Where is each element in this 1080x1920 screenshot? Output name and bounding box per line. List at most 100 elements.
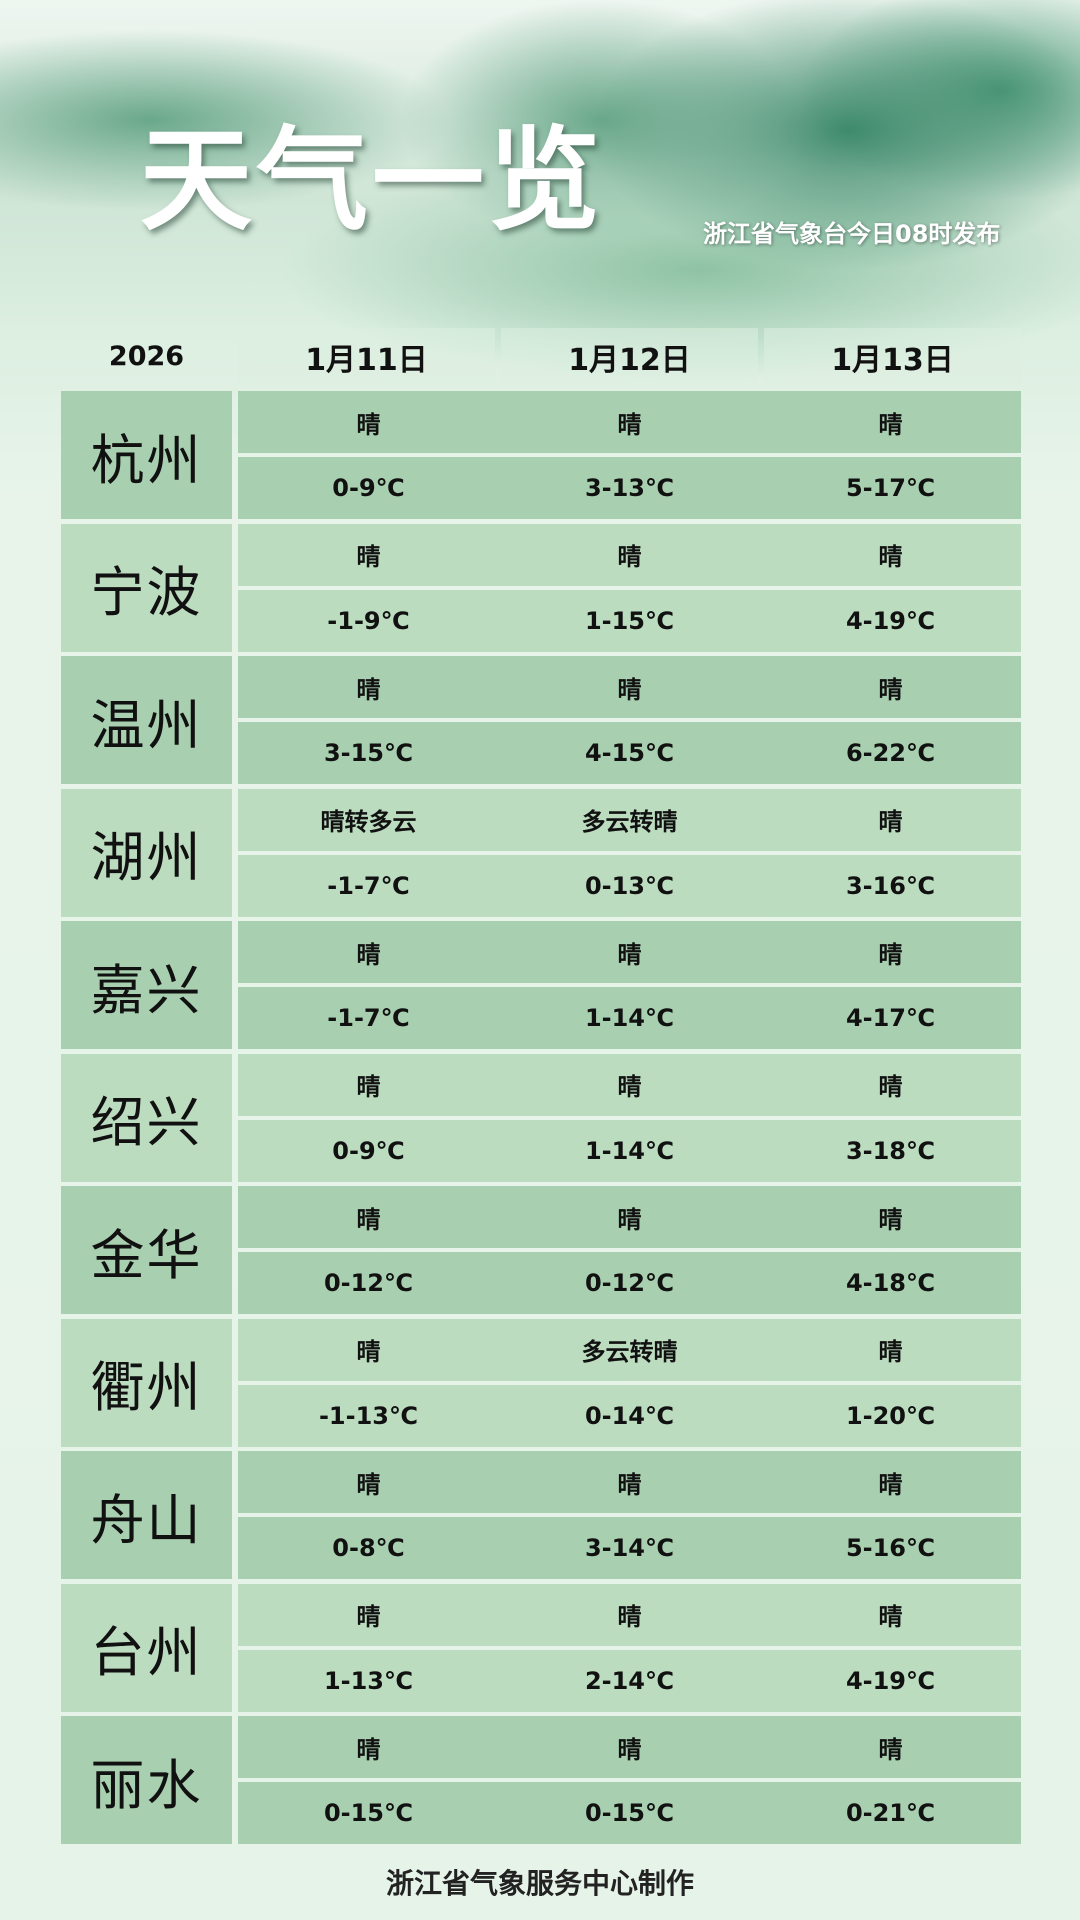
- date-header-3: 1月13日: [764, 328, 1021, 385]
- city-name: 宁波: [61, 523, 232, 652]
- city-name: 温州: [61, 656, 232, 784]
- temperature-cell: 4-15℃: [584, 739, 675, 767]
- temperature-cell: -1-13℃: [318, 1401, 419, 1430]
- temperature-cell: 0-15℃: [584, 1799, 675, 1827]
- weather-cell: 晴: [878, 808, 903, 836]
- weather-cell: 晴: [617, 675, 642, 704]
- weather-subrow: 晴晴晴: [238, 1053, 1021, 1116]
- temperature-cell: 0-9℃: [332, 1136, 405, 1165]
- temperature-cell: 1-14℃: [584, 1136, 675, 1165]
- weather-subrow: 晴晴晴: [238, 391, 1021, 453]
- city-row: 嘉兴 晴 晴 晴 -1-7℃ 1-14℃ 4-17℃: [61, 921, 1021, 1049]
- city-name: 台州: [61, 1583, 232, 1712]
- temperature-cell: 1-15℃: [584, 606, 675, 635]
- temperature-cell: 0-12℃: [584, 1269, 675, 1297]
- footer-credit: 浙江省气象服务中心制作: [385, 1867, 694, 1900]
- weather-cell: 晴: [878, 1338, 903, 1366]
- weather-subrow: 晴晴晴: [238, 921, 1021, 983]
- city-name: 杭州: [61, 391, 232, 519]
- weather-cell: 晴: [878, 1470, 903, 1499]
- weather-cell: 晴: [356, 543, 381, 571]
- weather-cell: 晴: [878, 410, 903, 439]
- temperature-cell: 5-16℃: [845, 1534, 936, 1562]
- weather-cell: 晴: [878, 1073, 903, 1101]
- date-header-1: 1月11日: [238, 328, 495, 385]
- city-name: 嘉兴: [61, 921, 232, 1049]
- weather-subrow: 晴 多云转晴 晴: [238, 1318, 1021, 1381]
- weather-cell: 晴: [617, 1073, 642, 1101]
- city-row: 舟山 晴 晴 晴 0-8℃ 3-14℃ 5-16℃: [61, 1451, 1021, 1579]
- weather-cell: 晴: [617, 1205, 642, 1234]
- city-name: 金华: [61, 1186, 232, 1314]
- temperature-subrow: 0-9℃ 1-14℃ 3-18℃: [238, 1119, 1021, 1182]
- weather-cell: 晴: [878, 1205, 903, 1234]
- city-name: 衢州: [61, 1318, 232, 1447]
- temperature-cell: 0-9℃: [332, 474, 405, 502]
- temperature-subrow: 0-15℃ 0-15℃ 0-21℃: [238, 1782, 1021, 1844]
- city-row: 宁波 晴 晴 晴 -1-9℃ 1-15℃ 4-19℃: [61, 523, 1021, 652]
- temperature-cell: 3-14℃: [584, 1534, 675, 1562]
- temperature-cell: 4-18℃: [845, 1269, 936, 1297]
- temperature-cell: 2-14℃: [584, 1666, 675, 1695]
- city-row: 温州 晴 晴 晴 3-15℃ 4-15℃ 6-22℃: [61, 656, 1021, 784]
- temperature-cell: 0-15℃: [323, 1799, 414, 1827]
- temperature-cell: 4-17℃: [845, 1004, 936, 1032]
- weather-cell: 晴转多云: [320, 808, 417, 836]
- weather-cell: 晴: [356, 1603, 381, 1631]
- temperature-subrow: -1-7℃ 1-14℃ 4-17℃: [238, 987, 1021, 1049]
- date-header-2: 1月12日: [501, 328, 758, 385]
- temperature-cell: 0-14℃: [584, 1401, 675, 1430]
- weather-cell: 晴: [617, 543, 642, 571]
- weather-cell: 晴: [356, 1338, 381, 1366]
- temperature-subrow: -1-13℃ 0-14℃ 1-20℃: [238, 1384, 1021, 1447]
- city-name: 绍兴: [61, 1053, 232, 1182]
- weather-subrow: 晴晴晴: [238, 1716, 1021, 1778]
- temperature-cell: 3-16℃: [845, 871, 936, 900]
- temperature-subrow: 1-13℃ 2-14℃ 4-19℃: [238, 1649, 1021, 1712]
- weather-cell: 晴: [617, 410, 642, 439]
- weather-cell: 晴: [356, 675, 381, 704]
- weather-cell: 晴: [356, 940, 381, 969]
- weather-cell: 晴: [356, 1735, 381, 1764]
- city-row: 金华 晴 晴 晴 0-12℃ 0-12℃ 4-18℃: [61, 1186, 1021, 1314]
- weather-subrow: 晴晴晴: [238, 656, 1021, 718]
- weather-subrow: 晴晴晴: [238, 1451, 1021, 1513]
- weather-cell: 晴: [617, 1603, 642, 1631]
- city-row: 衢州 晴 多云转晴 晴 -1-13℃ 0-14℃ 1-20℃: [61, 1318, 1021, 1447]
- weather-cell: 晴: [878, 940, 903, 969]
- weather-cell: 晴: [878, 1735, 903, 1764]
- city-row: 丽水 晴 晴 晴 0-15℃ 0-15℃ 0-21℃: [61, 1716, 1021, 1844]
- weather-cell: 晴: [356, 1205, 381, 1234]
- weather-cell: 多云转晴: [581, 1338, 678, 1366]
- temperature-cell: 4-19℃: [845, 606, 936, 635]
- temperature-cell: 0-13℃: [584, 871, 675, 900]
- city-row: 绍兴 晴 晴 晴 0-9℃ 1-14℃ 3-18℃: [61, 1053, 1021, 1182]
- weather-subrow: 晴转多云 多云转晴 晴: [238, 788, 1021, 851]
- temperature-cell: 1-20℃: [845, 1401, 936, 1430]
- temperature-cell: 0-12℃: [323, 1269, 414, 1297]
- temperature-cell: -1-9℃: [327, 606, 410, 635]
- temperature-cell: 4-19℃: [845, 1666, 936, 1695]
- city-name: 湖州: [61, 788, 232, 917]
- temperature-cell: 3-13℃: [584, 474, 675, 502]
- weather-cell: 晴: [356, 1073, 381, 1101]
- weather-subrow: 晴晴晴: [238, 1186, 1021, 1248]
- page-title: 天气一览: [140, 116, 604, 246]
- weather-cell: 晴: [878, 1603, 903, 1631]
- temperature-cell: 6-22℃: [845, 739, 936, 767]
- temperature-subrow: 3-15℃ 4-15℃ 6-22℃: [238, 722, 1021, 784]
- weather-cell: 多云转晴: [581, 808, 678, 836]
- temperature-subrow: 0-8℃ 3-14℃ 5-16℃: [238, 1517, 1021, 1579]
- temperature-cell: 1-13℃: [323, 1666, 414, 1695]
- weather-subrow: 晴晴晴: [238, 1583, 1021, 1646]
- weather-cell: 晴: [878, 543, 903, 571]
- temperature-cell: 3-18℃: [845, 1136, 936, 1165]
- weather-cell: 晴: [617, 1470, 642, 1499]
- publisher-note: 浙江省气象台今日08时发布: [703, 220, 1001, 248]
- temperature-subrow: 0-9℃ 3-13℃ 5-17℃: [238, 457, 1021, 519]
- city-row: 杭州 晴 晴 晴 0-9℃ 3-13℃ 5-17℃: [61, 391, 1021, 519]
- temperature-subrow: -1-7℃ 0-13℃ 3-16℃: [238, 854, 1021, 917]
- temperature-cell: -1-7℃: [327, 871, 410, 900]
- weather-cell: 晴: [878, 675, 903, 704]
- weather-cell: 晴: [356, 1470, 381, 1499]
